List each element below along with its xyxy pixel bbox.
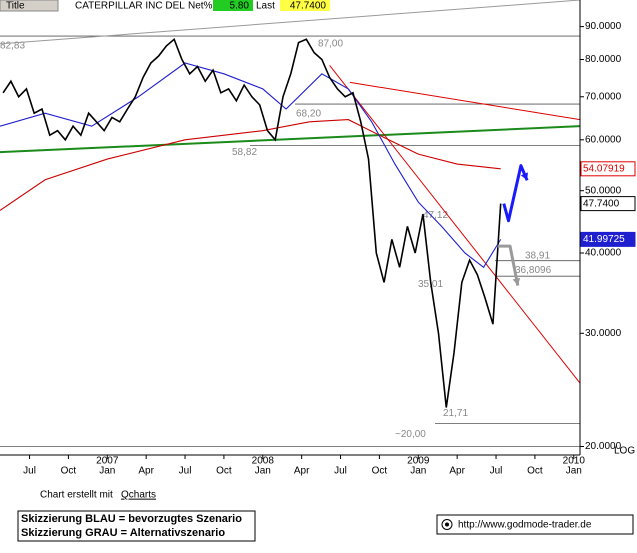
x-tick-label: Jul	[179, 466, 192, 477]
net-value: 5.80	[230, 1, 250, 12]
trendline	[0, 125, 581, 154]
price-tag	[580, 196, 636, 212]
scenario-path	[497, 244, 520, 286]
x-tick-label: Apr	[138, 466, 154, 477]
trendline	[349, 81, 581, 121]
x-tick-label: Oct	[216, 466, 232, 477]
price-tag-label: 41.99725	[583, 234, 625, 245]
price-tag	[580, 231, 636, 247]
x-tick-label: Apr	[294, 466, 310, 477]
year-label: 2008	[252, 456, 275, 467]
net-box	[213, 0, 253, 11]
y-tick-label: 40.0000	[585, 248, 622, 259]
price-tag	[580, 161, 636, 177]
x-tick-label: Jul	[23, 466, 36, 477]
x-tick-label: Jan	[255, 466, 271, 477]
header-tab	[0, 0, 59, 12]
x-tick-label: Oct	[61, 466, 77, 477]
year-label: 2010	[563, 456, 586, 467]
x-tick-label: Jan	[99, 466, 115, 477]
y-tick-label: 60.0000	[585, 134, 622, 145]
x-tick-label: Jan	[566, 466, 582, 477]
series-line	[0, 119, 501, 211]
credit-link[interactable]: Qcharts	[121, 490, 156, 501]
legend-box	[17, 510, 256, 542]
scenario-arrowhead	[520, 172, 528, 181]
x-tick-label: Jul	[334, 466, 347, 477]
last-box	[280, 0, 330, 11]
y-tick-label: 70.0000	[585, 91, 622, 102]
price-tag-label: 54.07919	[583, 163, 625, 174]
y-tick-label: 80.0000	[585, 54, 622, 65]
scenario-arrowhead	[512, 277, 521, 286]
series-line	[2, 37, 502, 408]
url-box	[436, 514, 634, 535]
price-tag-label: 47.7400	[583, 198, 620, 209]
chart-title: CATERPILLAR INC DEL	[75, 1, 185, 12]
series-line	[0, 62, 502, 269]
x-tick-label: Oct	[372, 466, 388, 477]
trendline	[329, 65, 581, 384]
x-tick-label: Oct	[527, 466, 543, 477]
annotation: 58,82	[232, 147, 257, 158]
last-value: 47.7400	[290, 1, 327, 12]
annotation: 36,8096	[515, 265, 552, 276]
url[interactable]: http://www.godmode-trader.de	[458, 520, 592, 531]
year-label: 2009	[407, 456, 430, 467]
header-tab-text: Title	[6, 1, 25, 12]
annotation: 21,71	[443, 408, 468, 419]
x-tick-label: Jan	[410, 466, 426, 477]
legend-text: Skizzierung GRAU = Alternativszenario	[21, 527, 225, 539]
y-tick-label: 50.0000	[585, 185, 622, 196]
url-icon-dot	[445, 522, 449, 527]
x-tick-label: Apr	[449, 466, 465, 477]
scenario-path	[502, 164, 529, 223]
annotation: ~20,00	[395, 429, 426, 440]
x-tick-label: Jul	[490, 466, 503, 477]
url-icon	[441, 519, 453, 530]
annotation: 47,12	[423, 210, 448, 221]
credit: Chart erstellt mit	[40, 490, 113, 501]
last-label: Last	[256, 1, 275, 12]
legend-text: Skizzierung BLAU = bevorzugtes Szenario	[21, 513, 242, 525]
annotation: 38,91	[525, 250, 550, 261]
y-tick-label: 90.0000	[585, 21, 622, 32]
net-label: Net%	[188, 1, 213, 12]
annotation: 68,20	[296, 109, 321, 120]
annotation: 87,00	[318, 39, 343, 50]
scale-label: LOG	[614, 446, 635, 457]
trendline	[0, 0, 581, 45]
annotation: 82,83	[0, 40, 25, 51]
year-label: 2007	[96, 456, 119, 467]
y-tick-label: 20.0000	[585, 441, 622, 452]
plot-area: 82,83 87,0068,2058,8247,1235,0121,71~20,0…	[0, 0, 581, 447]
y-tick-label: 30.0000	[585, 328, 622, 339]
